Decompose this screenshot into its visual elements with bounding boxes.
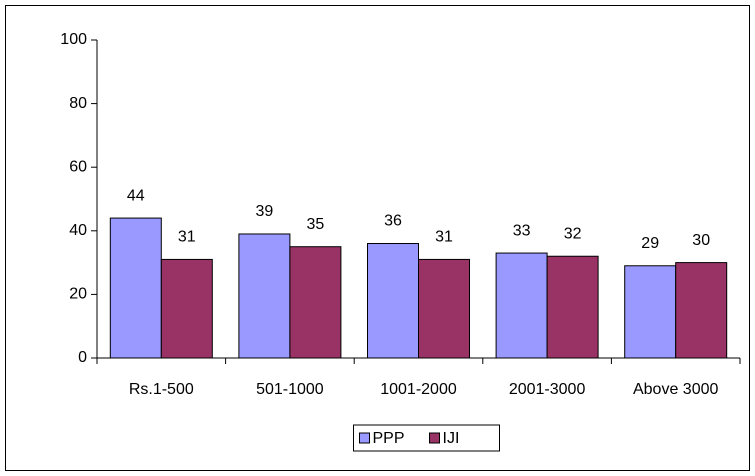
legend-swatch xyxy=(429,432,440,444)
bar xyxy=(418,258,470,359)
y-tick-label: 80 xyxy=(69,95,87,112)
x-tick-label: Rs.1-500 xyxy=(129,381,194,398)
legend-label: PPP xyxy=(373,430,405,447)
y-tick-label: 20 xyxy=(69,286,87,303)
data-label: 39 xyxy=(256,203,274,220)
data-label: 35 xyxy=(307,216,325,233)
y-tick-label: 40 xyxy=(69,222,87,239)
y-tick-label: 60 xyxy=(69,158,87,175)
legend-box xyxy=(353,424,500,452)
y-tick-label: 0 xyxy=(78,349,87,366)
bar xyxy=(546,255,599,359)
data-label: 44 xyxy=(127,187,145,204)
bar xyxy=(109,217,162,359)
data-label: 31 xyxy=(435,229,453,246)
y-tick-label: 100 xyxy=(60,31,87,48)
data-label: 33 xyxy=(513,222,531,239)
bar xyxy=(289,246,342,359)
legend-swatch xyxy=(359,432,370,444)
x-tick-label: 501-1000 xyxy=(256,381,324,398)
bar xyxy=(367,243,419,359)
bar xyxy=(675,262,728,359)
bar xyxy=(495,252,548,359)
bar xyxy=(624,265,677,359)
data-label: 36 xyxy=(384,213,402,230)
bar xyxy=(160,258,213,359)
data-label: 31 xyxy=(178,229,196,246)
data-label: 29 xyxy=(641,235,659,252)
x-tick-label: Above 3000 xyxy=(633,381,719,398)
data-label: 30 xyxy=(692,232,710,249)
x-tick-label: 2001-3000 xyxy=(509,381,586,398)
x-tick-label: 1001-2000 xyxy=(380,381,457,398)
bar xyxy=(238,233,291,359)
data-label: 32 xyxy=(564,225,582,242)
legend-label: IJI xyxy=(443,430,460,447)
